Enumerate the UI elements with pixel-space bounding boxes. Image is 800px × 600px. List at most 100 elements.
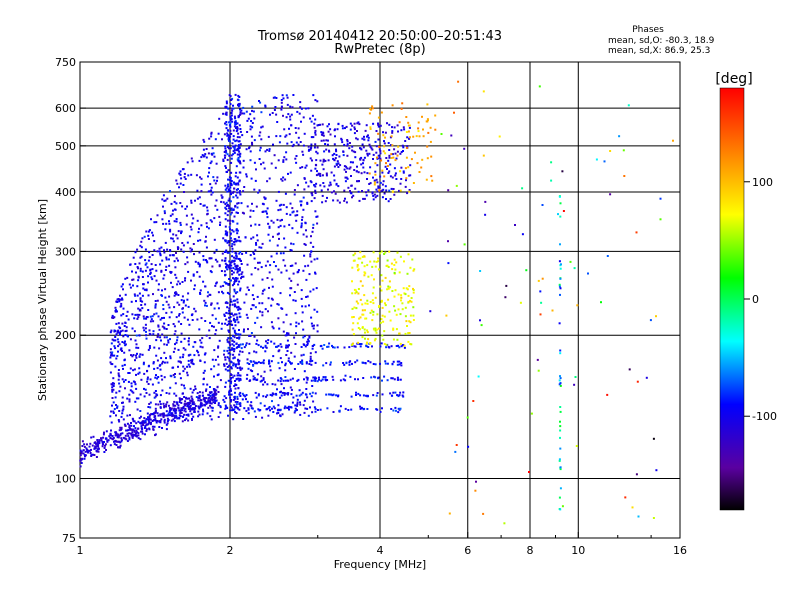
x-tick-label: 1 bbox=[77, 544, 84, 557]
data-point bbox=[396, 124, 399, 127]
data-point bbox=[231, 273, 234, 276]
data-point bbox=[115, 440, 118, 443]
data-point bbox=[223, 315, 226, 317]
data-point bbox=[393, 167, 396, 170]
data-point bbox=[258, 158, 261, 160]
data-point bbox=[200, 317, 203, 320]
data-point bbox=[120, 314, 123, 317]
data-point bbox=[229, 409, 232, 412]
data-point bbox=[412, 306, 415, 309]
data-point bbox=[217, 363, 220, 366]
data-point bbox=[230, 367, 233, 370]
data-point bbox=[400, 166, 403, 169]
data-point bbox=[241, 252, 244, 255]
data-point bbox=[161, 333, 164, 336]
data-point bbox=[313, 122, 316, 125]
data-point bbox=[228, 189, 231, 192]
data-point bbox=[162, 304, 165, 306]
data-point bbox=[128, 400, 131, 403]
data-point bbox=[293, 336, 296, 339]
data-point bbox=[259, 146, 262, 149]
data-point bbox=[198, 265, 201, 268]
data-point bbox=[294, 410, 297, 412]
data-point bbox=[251, 294, 254, 297]
data-point bbox=[237, 94, 240, 97]
data-point bbox=[314, 131, 317, 134]
data-point bbox=[292, 143, 295, 146]
data-point bbox=[302, 208, 305, 211]
data-point bbox=[175, 414, 178, 417]
data-point bbox=[201, 413, 204, 416]
data-point bbox=[153, 391, 156, 394]
data-point bbox=[134, 294, 137, 297]
data-point bbox=[230, 406, 233, 409]
data-point bbox=[154, 411, 157, 414]
data-point bbox=[226, 369, 229, 372]
data-point bbox=[235, 342, 238, 345]
data-point bbox=[256, 373, 259, 376]
data-point bbox=[411, 258, 414, 261]
data-point bbox=[83, 457, 86, 460]
data-point bbox=[176, 417, 179, 420]
data-point bbox=[194, 405, 197, 407]
data-point bbox=[417, 127, 420, 130]
data-point bbox=[134, 251, 137, 254]
data-point bbox=[238, 329, 240, 331]
data-point bbox=[324, 376, 327, 379]
data-point bbox=[362, 313, 365, 316]
data-point bbox=[412, 182, 415, 184]
data-point bbox=[228, 121, 231, 124]
data-point bbox=[294, 299, 297, 302]
data-point bbox=[353, 122, 356, 125]
data-point bbox=[454, 450, 457, 453]
data-point bbox=[148, 428, 151, 431]
data-point bbox=[190, 199, 193, 202]
data-point bbox=[191, 319, 194, 321]
data-point bbox=[177, 404, 180, 407]
data-point bbox=[169, 230, 172, 233]
data-point bbox=[320, 133, 323, 136]
data-point bbox=[173, 208, 176, 211]
data-point bbox=[331, 154, 334, 157]
data-point bbox=[261, 314, 264, 317]
data-point bbox=[363, 156, 366, 159]
data-point bbox=[123, 363, 126, 366]
data-point bbox=[173, 294, 176, 297]
data-point bbox=[133, 317, 136, 320]
data-point bbox=[225, 311, 228, 314]
data-point bbox=[167, 324, 170, 326]
data-point bbox=[275, 199, 278, 202]
data-point bbox=[377, 125, 380, 128]
data-point bbox=[200, 183, 203, 186]
data-point bbox=[397, 293, 400, 296]
data-point bbox=[119, 444, 122, 447]
data-point bbox=[369, 166, 372, 169]
data-point bbox=[117, 378, 120, 381]
data-point bbox=[226, 203, 229, 206]
data-point bbox=[292, 94, 295, 96]
data-point bbox=[264, 264, 267, 267]
data-point bbox=[93, 454, 96, 456]
data-point bbox=[91, 453, 94, 456]
data-point bbox=[385, 343, 388, 346]
data-point bbox=[114, 309, 117, 312]
data-point bbox=[236, 122, 239, 125]
data-point bbox=[190, 213, 193, 216]
data-point bbox=[346, 144, 349, 147]
data-point bbox=[383, 375, 386, 378]
data-point bbox=[224, 184, 227, 187]
data-point bbox=[275, 135, 278, 138]
data-point bbox=[573, 267, 576, 270]
data-point bbox=[169, 355, 172, 358]
data-point bbox=[139, 297, 142, 300]
data-point bbox=[196, 271, 199, 274]
data-point bbox=[97, 445, 100, 448]
data-point bbox=[148, 403, 151, 405]
data-point bbox=[363, 138, 366, 141]
data-point bbox=[271, 383, 274, 386]
data-point bbox=[169, 374, 172, 377]
data-point bbox=[295, 321, 298, 324]
data-point bbox=[166, 197, 169, 200]
data-point bbox=[183, 316, 186, 319]
data-point bbox=[117, 434, 119, 437]
